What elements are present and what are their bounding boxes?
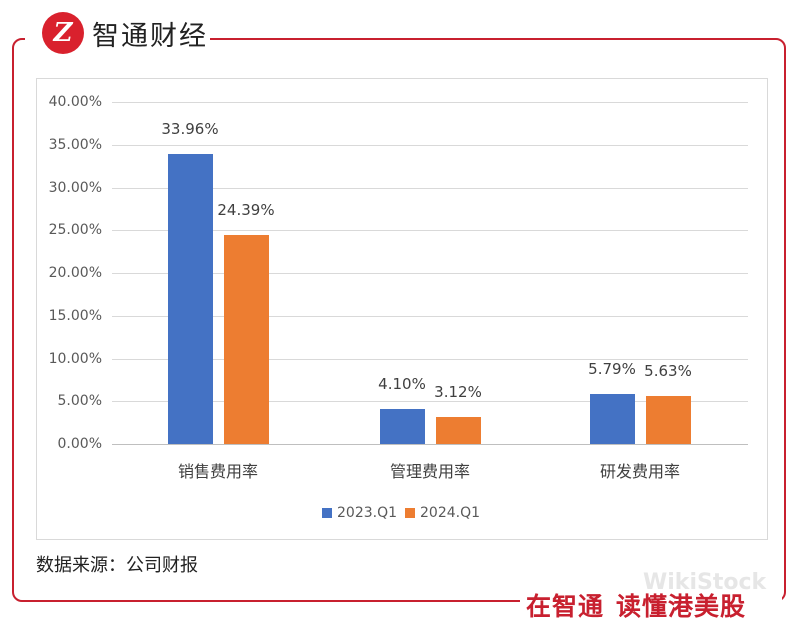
bar-2023q1-0	[168, 154, 213, 444]
y-tick-label: 20.00%	[48, 265, 102, 281]
data-label: 3.12%	[434, 383, 482, 401]
data-label: 5.63%	[644, 362, 692, 380]
data-source-note: 数据来源：公司财报	[36, 555, 198, 576]
y-tick-label: 10.00%	[48, 351, 102, 367]
y-tick-label: 0.00%	[57, 436, 102, 452]
legend-swatch-icon	[405, 508, 416, 518]
gridline	[112, 401, 748, 402]
slogan-part-2: 读懂港美股	[616, 592, 747, 621]
brand-name: 智通财经	[92, 20, 208, 52]
brand-logo: Z 智通财经	[42, 12, 208, 54]
data-label: 4.10%	[378, 375, 426, 393]
x-axis-line	[112, 444, 748, 445]
legend-item-2023q1: 2023.Q1	[322, 505, 397, 521]
gridline	[112, 102, 748, 103]
data-label: 33.96%	[161, 120, 219, 138]
y-tick-label: 30.00%	[48, 180, 102, 196]
y-tick-label: 25.00%	[48, 222, 102, 238]
brand-frame	[12, 38, 786, 602]
gridline	[112, 359, 748, 360]
bar-2023q1-2	[590, 394, 635, 444]
bar-2023q1-1	[380, 409, 425, 444]
x-category-label: 研发费用率	[599, 462, 680, 481]
watermark: WikiStock	[643, 570, 767, 595]
gridline	[112, 145, 748, 146]
data-label: 24.39%	[217, 201, 275, 219]
bar-2024q1-1	[436, 417, 481, 444]
frame-gap-bottom	[520, 590, 782, 614]
chart-legend: 2023.Q1 2024.Q1	[322, 505, 488, 521]
y-tick-label: 35.00%	[48, 137, 102, 153]
logo-icon: Z	[42, 12, 84, 54]
y-tick-label: 5.00%	[57, 393, 102, 409]
gridline	[112, 316, 748, 317]
bar-2024q1-2	[646, 396, 691, 444]
legend-label: 2024.Q1	[420, 505, 481, 521]
chart-area	[36, 78, 768, 540]
legend-item-2024q1: 2024.Q1	[405, 505, 480, 521]
y-tick-label: 40.00%	[48, 94, 102, 110]
gridline	[112, 230, 748, 231]
legend-label: 2023.Q1	[337, 505, 398, 521]
brand-slogan: 在智通 读懂港美股	[526, 587, 746, 623]
bar-2024q1-0	[224, 235, 269, 444]
slogan-part-1: 在智通	[526, 592, 605, 621]
y-tick-label: 15.00%	[48, 308, 102, 324]
legend-swatch-icon	[322, 508, 332, 518]
gridline	[112, 188, 748, 189]
data-label: 5.79%	[588, 360, 636, 378]
x-category-label: 管理费用率	[389, 462, 470, 481]
x-category-label: 销售费用率	[177, 462, 258, 481]
gridline	[112, 273, 748, 274]
